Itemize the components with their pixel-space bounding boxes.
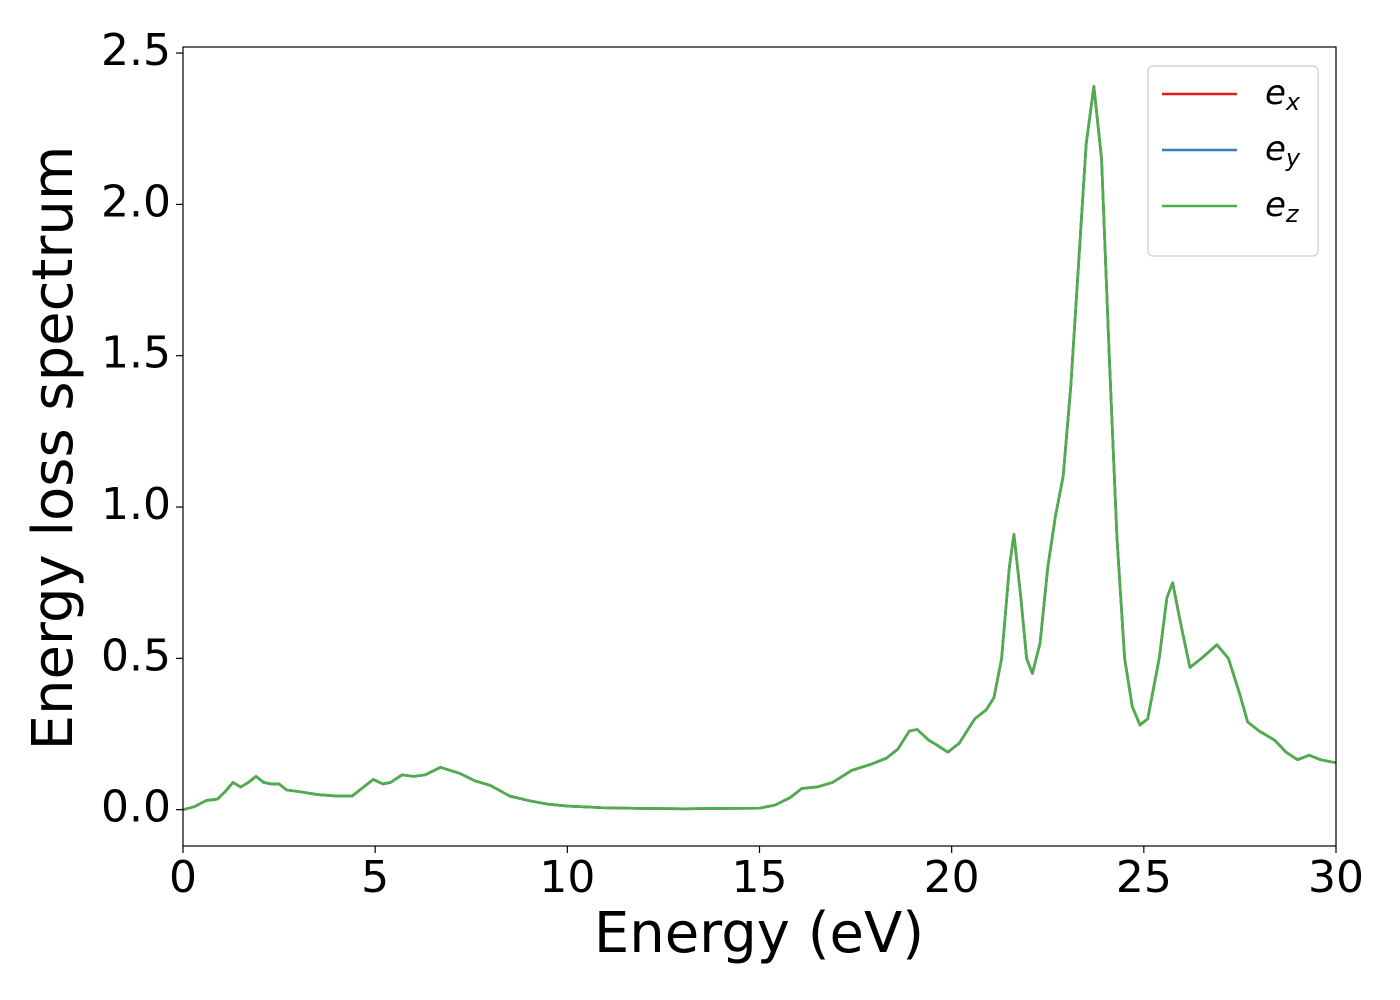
x-tick-label: 20 bbox=[924, 852, 980, 903]
y-axis-label: Energy loss spectrum bbox=[21, 146, 86, 751]
plot-frame bbox=[182, 46, 1337, 847]
y-tick-label: 2.5 bbox=[101, 25, 171, 76]
x-tick-label: 25 bbox=[1116, 852, 1172, 903]
y-tick-label: 2.0 bbox=[101, 176, 171, 227]
y-tick-label: 0.5 bbox=[101, 630, 171, 681]
x-tick-label: 0 bbox=[169, 852, 197, 903]
legend-box bbox=[1147, 65, 1319, 257]
y-tick-label: 0.0 bbox=[101, 782, 171, 833]
legend-label: ey bbox=[1265, 129, 1301, 173]
legend-label: ex bbox=[1265, 73, 1301, 117]
x-axis-label: Energy (eV) bbox=[594, 901, 924, 966]
x-tick-label: 15 bbox=[732, 852, 788, 903]
series-line bbox=[183, 85, 1336, 811]
y-tick-label: 1.5 bbox=[101, 328, 171, 379]
x-tick-label: 30 bbox=[1308, 852, 1364, 903]
legend-label: ez bbox=[1265, 185, 1300, 229]
x-tick-label: 10 bbox=[539, 852, 595, 903]
y-tick-label: 1.0 bbox=[101, 479, 171, 530]
x-tick-label: 5 bbox=[361, 852, 389, 903]
